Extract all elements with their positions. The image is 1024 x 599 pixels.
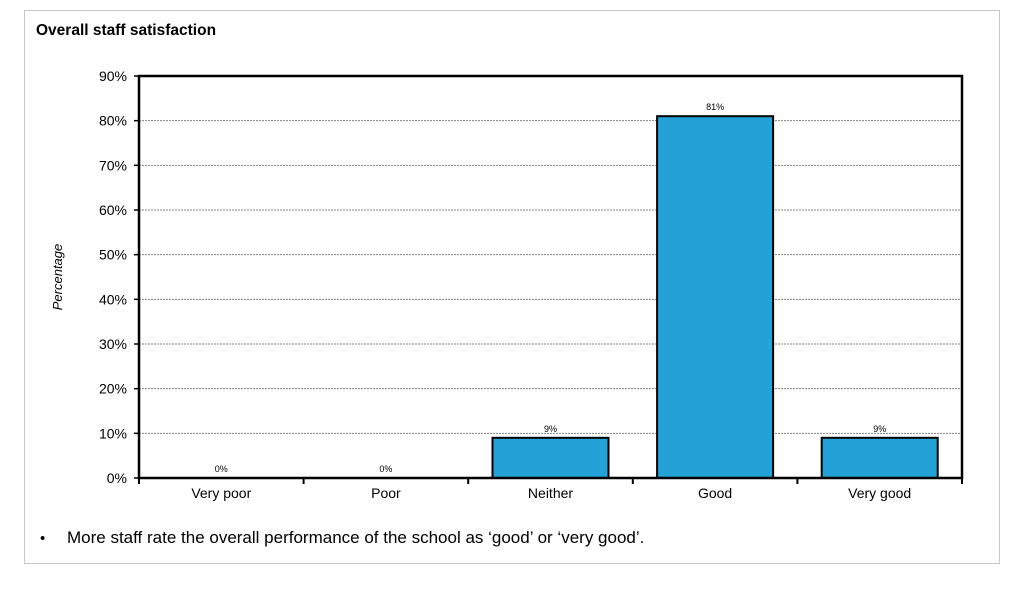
labels: 0% 10% 20% 30% 40% 50% 60% 70% 80% 90% 0% Very poor…: [99, 68, 911, 501]
data-label: 9%: [873, 424, 886, 434]
chart-title: Overall staff satisfaction: [36, 22, 217, 39]
x-tick-label: Poor: [371, 485, 401, 501]
data-label: 0%: [215, 464, 228, 474]
bar: [491, 436, 610, 479]
gridlines: [139, 120, 962, 434]
caption-text: More staff rate the overall performance …: [67, 528, 645, 547]
y-tick-label: 10%: [99, 425, 127, 441]
bullet-icon: •: [40, 530, 46, 547]
axes: [134, 74, 964, 484]
y-tick-label: 30%: [99, 336, 127, 352]
y-tick-label: 20%: [99, 381, 127, 397]
y-tick-label: 90%: [99, 68, 127, 84]
y-tick-label: 60%: [99, 202, 127, 218]
x-tick-label: Neither: [528, 485, 573, 501]
y-tick-label: 0%: [107, 470, 127, 486]
y-tick-label: 70%: [99, 157, 127, 173]
plot-frame: [137, 74, 964, 480]
x-tick-label: Very poor: [191, 485, 251, 501]
y-axis-label: Percentage: [50, 244, 65, 311]
x-tick-label: Good: [698, 485, 732, 501]
y-tick-label: 80%: [99, 113, 127, 129]
bar: [656, 115, 775, 479]
y-tick-label: 50%: [99, 247, 127, 263]
bars: [491, 115, 939, 479]
data-label: 9%: [544, 424, 557, 434]
data-label: 81%: [706, 102, 724, 112]
bar: [820, 436, 939, 479]
y-tick-label: 40%: [99, 291, 127, 307]
data-label: 0%: [379, 464, 392, 474]
x-tick-label: Very good: [848, 485, 911, 501]
caption: • More staff rate the overall performance…: [40, 528, 644, 548]
